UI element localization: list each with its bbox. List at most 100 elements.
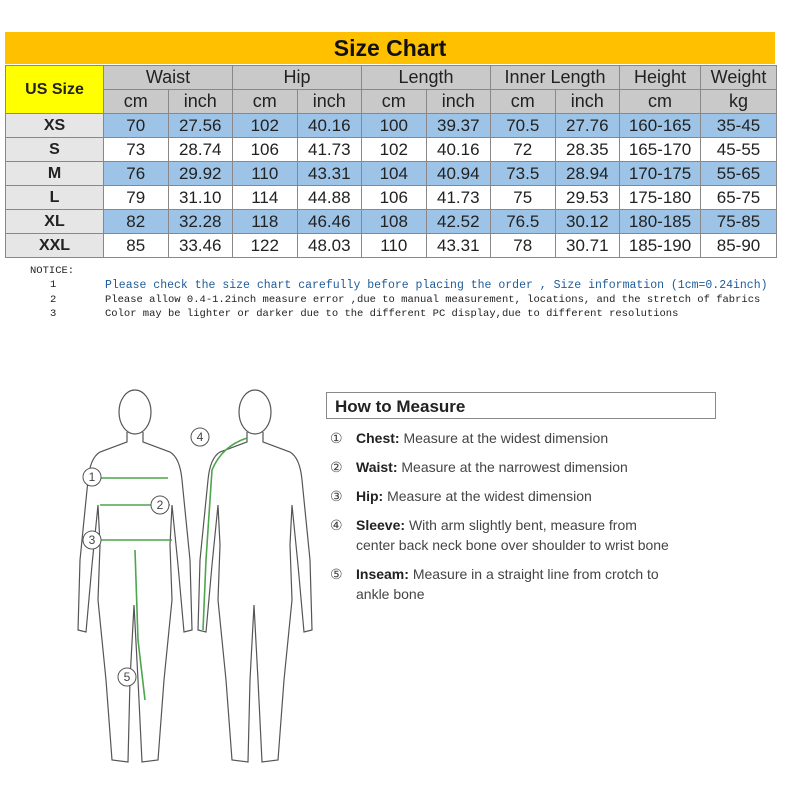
unit-header: inch xyxy=(425,89,492,114)
value-cell: 75 xyxy=(490,185,556,210)
table-row: XXL 85 33.46 122 48.03 110 43.31 78 30.71 185-190… xyxy=(5,233,778,258)
value-cell: 78 xyxy=(490,233,556,258)
value-cell: 48.03 xyxy=(296,233,363,258)
size-cell: XL xyxy=(5,209,104,234)
size-cell: XXL xyxy=(5,233,104,258)
marker-1: 1 xyxy=(89,470,96,484)
size-cell: S xyxy=(5,137,104,162)
step-number: ② xyxy=(330,459,343,475)
value-cell: 35-45 xyxy=(700,113,778,138)
value-cell: 31.10 xyxy=(167,185,233,210)
unit-header: cm xyxy=(232,89,298,114)
back-figure xyxy=(197,389,313,763)
measure-step: ① Chest: Measure at the widest dimension xyxy=(330,428,608,448)
value-cell: 102 xyxy=(232,113,298,138)
value-cell: 170-175 xyxy=(619,161,702,186)
step-number: ① xyxy=(330,430,343,446)
step-text: With arm slightly bent, measure from xyxy=(408,517,637,533)
step-number: ③ xyxy=(330,488,343,504)
measure-step: ③ Hip: Measure at the widest dimension xyxy=(330,486,592,506)
value-cell: 180-185 xyxy=(619,209,702,234)
unit-row: cm inch cm inch cm inch cm inch cm kg xyxy=(6,89,778,114)
value-cell: 175-180 xyxy=(619,185,702,210)
notice-number: 1 xyxy=(50,279,57,291)
value-cell: 85 xyxy=(103,233,169,258)
header-row: US Size Waist Hip Length Inner Length Height W… xyxy=(5,65,778,114)
measure-step: ⑤ Inseam: Measure in a straight line from… xyxy=(330,564,659,604)
value-cell: 27.56 xyxy=(167,113,233,138)
table-row: M 76 29.92 110 43.31 104 40.94 73.5 28.94 170-175… xyxy=(5,161,778,186)
table-row: L 79 31.10 114 44.88 106 41.73 75 29.53 175-180 65… xyxy=(5,185,778,210)
value-cell: 72 xyxy=(490,137,556,162)
value-cell: 45-55 xyxy=(700,137,778,162)
table-row: XS 70 27.56 102 40.16 100 39.37 70.5 27.76 160-16… xyxy=(5,113,778,138)
value-cell: 55-65 xyxy=(700,161,778,186)
value-cell: 104 xyxy=(361,161,427,186)
how-to-measure-title: How to Measure xyxy=(326,392,716,419)
unit-header: cm xyxy=(619,89,702,114)
column-group-header: Weight xyxy=(700,65,778,90)
value-cell: 114 xyxy=(232,185,298,210)
notice-text: Color may be lighter or darker due to th… xyxy=(105,308,679,320)
notice-text: Please allow 0.4-1.2inch measure error ,… xyxy=(105,293,761,306)
value-cell: 73 xyxy=(103,137,169,162)
value-cell: 28.35 xyxy=(554,137,621,162)
size-header: US Size xyxy=(5,65,104,114)
value-cell: 185-190 xyxy=(619,233,702,258)
value-cell: 43.31 xyxy=(296,161,363,186)
column-group-header: Height xyxy=(619,65,702,90)
value-cell: 79 xyxy=(103,185,169,210)
step-term: Waist: xyxy=(356,459,398,475)
marker-5: 5 xyxy=(124,670,131,684)
sleeve-line xyxy=(202,437,248,631)
value-cell: 122 xyxy=(232,233,298,258)
value-cell: 70.5 xyxy=(490,113,556,138)
value-cell: 29.53 xyxy=(554,185,621,210)
step-term: Hip: xyxy=(356,488,384,504)
notice-text: Please check the size chart carefully be… xyxy=(105,279,768,292)
value-cell: 110 xyxy=(361,233,427,258)
step-number: ④ xyxy=(330,517,343,533)
value-cell: 118 xyxy=(232,209,298,234)
unit-header: kg xyxy=(700,89,778,114)
column-group-header: Length xyxy=(361,65,492,90)
column-group-header: Hip xyxy=(231,65,363,90)
marker-4: 4 xyxy=(197,430,204,444)
value-cell: 42.52 xyxy=(425,209,492,234)
measure-step: ④ Sleeve: With arm slightly bent, measure… xyxy=(330,515,669,555)
measure-step: ② Waist: Measure at the narrowest dimensi… xyxy=(330,457,628,477)
value-cell: 102 xyxy=(361,137,427,162)
value-cell: 165-170 xyxy=(619,137,702,162)
measure-lines xyxy=(98,437,248,701)
value-cell: 70 xyxy=(103,113,169,138)
value-cell: 106 xyxy=(232,137,298,162)
value-cell: 76 xyxy=(103,161,169,186)
value-cell: 32.28 xyxy=(167,209,233,234)
step-text: Measure in a straight line from crotch t… xyxy=(412,566,659,582)
value-cell: 28.74 xyxy=(167,137,233,162)
notice-number: 3 xyxy=(50,308,57,320)
value-cell: 29.92 xyxy=(167,161,233,186)
size-cell: M xyxy=(5,161,104,186)
notice-label: NOTICE: xyxy=(30,265,75,277)
value-cell: 40.16 xyxy=(425,137,492,162)
front-figure xyxy=(77,389,193,763)
value-cell: 100 xyxy=(361,113,427,138)
value-cell: 30.71 xyxy=(554,233,621,258)
value-cell: 73.5 xyxy=(490,161,556,186)
notice-number: 2 xyxy=(50,293,57,306)
value-cell: 76.5 xyxy=(490,209,556,234)
value-cell: 40.16 xyxy=(296,113,363,138)
step-text-cont: ankle bone xyxy=(356,586,425,602)
size-chart-table: US Size Waist Hip Length Inner Length Height W… xyxy=(5,65,778,258)
marker-3: 3 xyxy=(89,533,96,547)
column-group-header: Inner Length xyxy=(490,65,621,90)
marker-2: 2 xyxy=(157,498,164,512)
value-cell: 106 xyxy=(361,185,427,210)
value-cell: 82 xyxy=(103,209,169,234)
body-measure-figures: 1 2 3 4 5 xyxy=(77,389,313,763)
unit-header: inch xyxy=(167,89,233,114)
step-term: Inseam: xyxy=(356,566,409,582)
value-cell: 28.94 xyxy=(554,161,621,186)
value-cell: 160-165 xyxy=(619,113,702,138)
